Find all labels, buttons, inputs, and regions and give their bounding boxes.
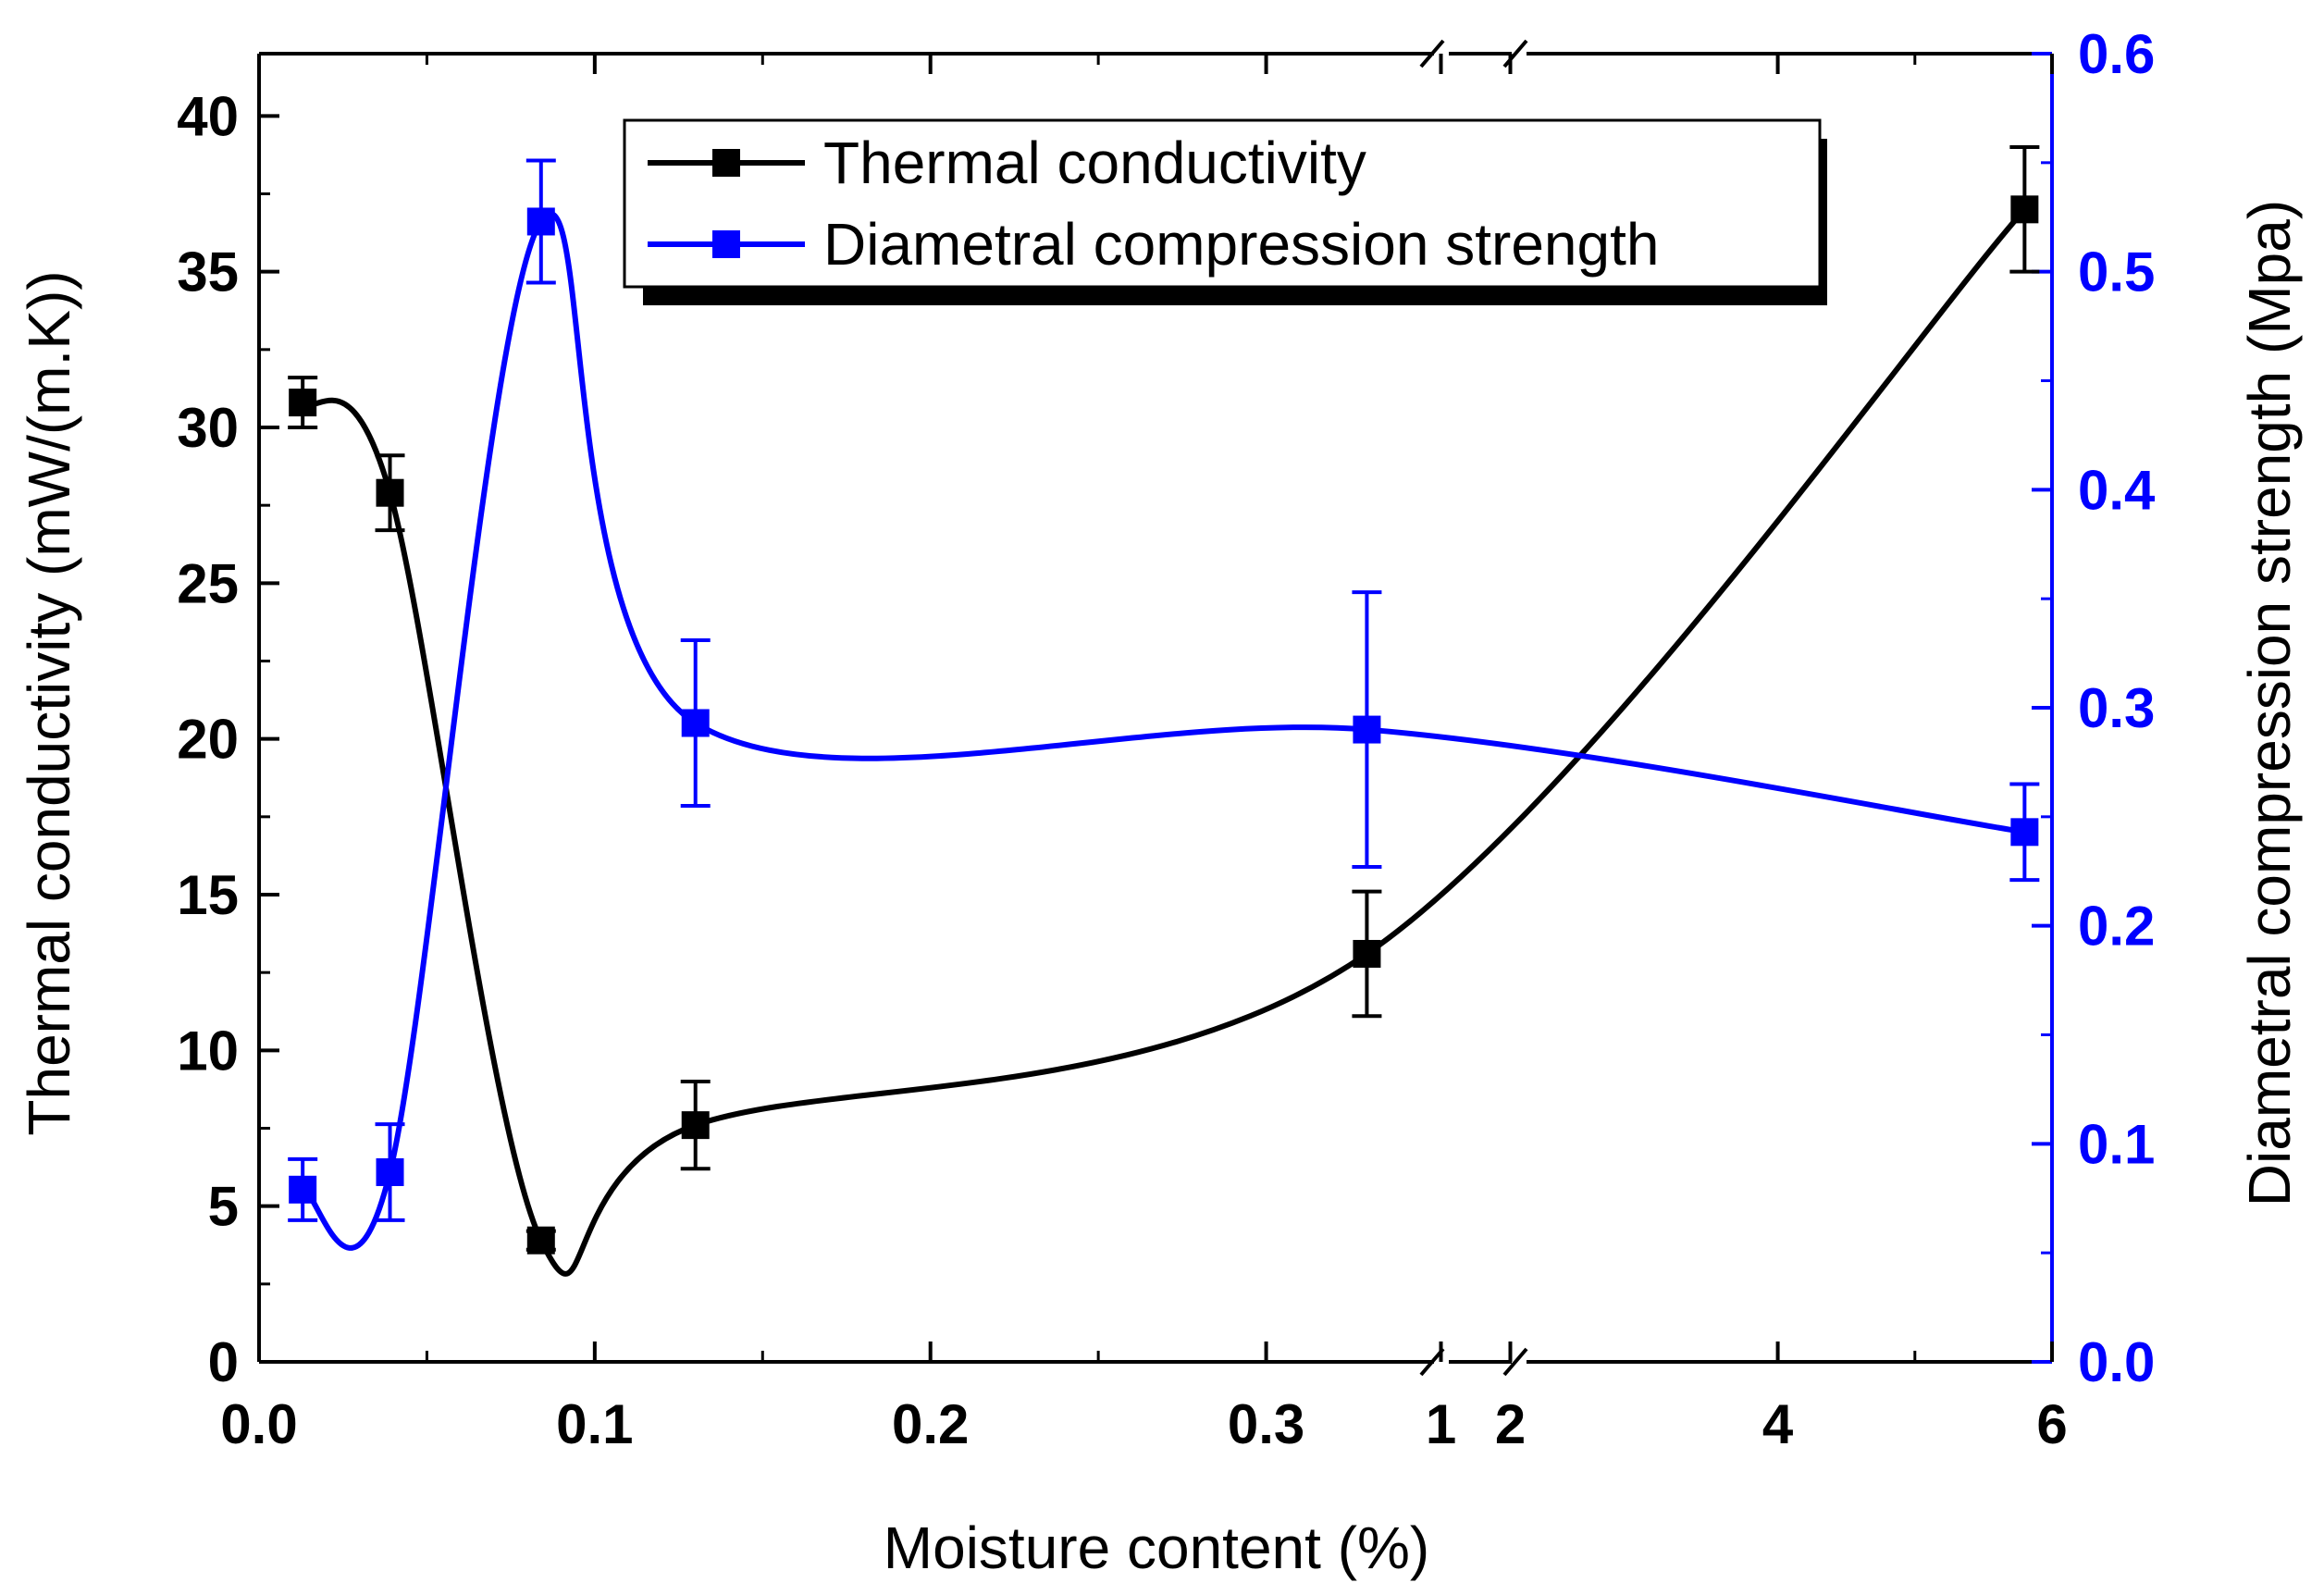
y-right-tick-label: 0.0 [2078,1331,2155,1393]
y-left-tick-label: 0 [208,1331,239,1393]
data-point [1353,715,1381,744]
data-point [526,207,555,236]
data-point [1353,939,1381,968]
x-tick-label: 0.0 [220,1393,297,1455]
y-left-tick-label: 40 [177,85,239,147]
x-tick-label: 0.3 [1228,1393,1304,1455]
axis-break-mark [1419,39,1445,68]
y-left-tick-label: 35 [177,241,239,303]
data-point [681,709,710,737]
y-axis-right-title: Diametral compression strength (Mpa) [2236,200,2303,1206]
y-right-tick-label: 0.1 [2078,1113,2155,1175]
x-tick-label: 0.2 [892,1393,969,1455]
legend-label-strength: Diametral compression strength [823,211,1659,278]
data-point [289,1175,317,1204]
y-right-tick-label: 0.6 [2078,23,2155,85]
series-line-1 [302,211,2025,1251]
data-point [289,389,317,417]
x-tick-label: 0.1 [556,1393,633,1455]
y-left-tick-label: 15 [177,864,239,926]
legend: Thermal conductivity Diametral compressi… [623,118,1827,305]
x-tick-label: 2 [1495,1393,1526,1455]
y-right-tick-label: 0.3 [2078,677,2155,739]
series-line-0 [301,207,2027,1277]
y-right-tick-label: 0.4 [2078,459,2156,521]
x-axis-title: Moisture content (%) [884,1515,1429,1581]
data-point [376,478,404,507]
legend-marker-thermal [712,149,740,177]
y-left-tick-label: 10 [177,1020,239,1082]
y-right-tick-label: 0.2 [2078,896,2155,958]
x-tick-label: 6 [2036,1393,2067,1455]
y-left-tick-label: 25 [177,552,239,614]
x-tick-label: 4 [1762,1393,1794,1455]
data-point [681,1111,710,1140]
y-left-tick-label: 5 [208,1176,239,1238]
y-right-tick-label: 0.5 [2078,241,2155,303]
y-left-tick-label: 20 [177,709,239,771]
x-tick-label: 1 [1426,1393,1456,1455]
series-layer [288,145,2040,1277]
legend-marker-strength [712,230,740,258]
data-point [2010,818,2039,847]
data-point [376,1157,404,1186]
axes: 0 5 10 15 20 25 30 35 40 0.0 0.1 0.2 0.3 0.4 0.5 0.6 0.0… [177,23,2156,1455]
y-axis-left-title: Thermal conductivity (mW/(m.K)) [16,270,82,1135]
legend-label-thermal: Thermal conductivity [823,130,1366,196]
axis-break-mark [1502,1347,1528,1377]
axis-break-mark [1502,39,1528,68]
data-point [526,1226,555,1255]
y-left-tick-label: 30 [177,397,239,459]
data-point [2010,195,2039,224]
